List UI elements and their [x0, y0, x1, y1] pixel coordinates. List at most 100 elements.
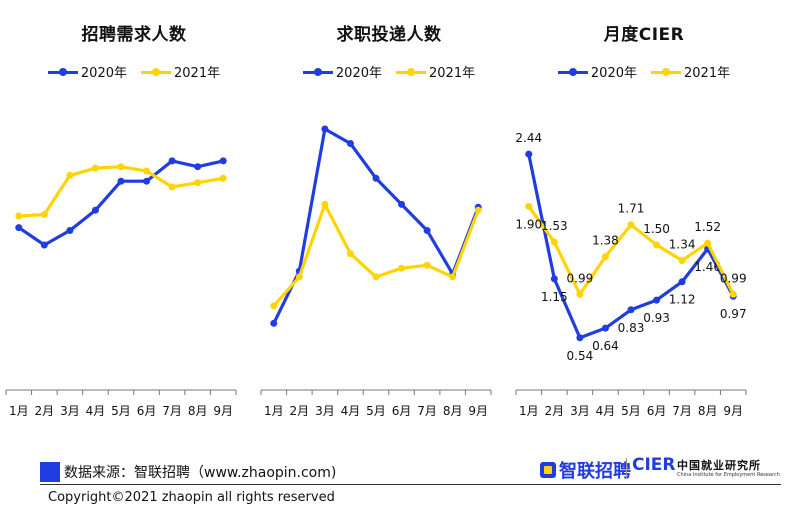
legend-swatch-2021 — [651, 66, 681, 78]
data-point-2020 — [627, 306, 635, 314]
x-tick-label: 9月 — [723, 404, 743, 418]
x-tick-label: 3月 — [315, 404, 335, 418]
x-tick-label: 3月 — [570, 404, 590, 418]
zhaopin-mark-icon — [540, 462, 556, 478]
chart-panel-job-applications: 求职投递人数 2020年 2021年 1月 2月 3月 4月 5月 6月 7月 8月 9月 — [255, 0, 523, 450]
data-point-2021 — [321, 200, 329, 208]
data-label-2020: 0.54 — [567, 349, 594, 363]
chart-legend: 2020年 2021年 — [510, 62, 778, 81]
data-point-2020 — [678, 278, 686, 286]
data-label-2021: 1.90 — [515, 217, 542, 231]
data-point-2021 — [143, 167, 151, 175]
legend-label-2020: 2020年 — [590, 66, 637, 81]
x-tick-label: 8月 — [443, 404, 463, 418]
x-tick-label: 6月 — [392, 404, 412, 418]
chart-panel-monthly-cier: 月度CIER 2020年 2021年 1月 2月 3月 4月 5月 6月 7月 8月 9月 2.4… — [510, 0, 778, 450]
data-point-2020 — [321, 125, 329, 133]
series-line-2020 — [272, 127, 480, 325]
data-point-2020 — [117, 177, 125, 185]
x-tick-label: 4月 — [596, 404, 616, 418]
data-label-2020: 0.97 — [720, 307, 747, 321]
data-point-2020 — [550, 275, 558, 283]
legend-swatch-2021 — [396, 66, 426, 78]
data-label-2020: 2.44 — [515, 131, 542, 145]
chart-panel-recruitment-demand: 招聘需求人数 2020年 2021年 1月 2月 3月 4月 5月 6月 7月 8月 9月 — [0, 0, 268, 450]
data-point-2021 — [525, 202, 533, 210]
line-chart-job-applications: 1月 2月 3月 4月 5月 6月 7月 8月 9月 — [260, 125, 492, 418]
data-point-2020 — [40, 241, 48, 249]
data-label-2021: 0.99 — [567, 271, 594, 285]
data-point-2020 — [398, 200, 406, 208]
data-source: 数据来源：智联招聘（www.zhaopin.com) — [40, 462, 336, 482]
x-tick-label: 8月 — [698, 404, 718, 418]
source-marker-icon — [40, 462, 60, 482]
x-tick-label: 5月 — [621, 404, 641, 418]
x-tick-label: 1月 — [264, 404, 284, 418]
data-label-2020: 0.93 — [643, 311, 670, 325]
data-label-2020: 1.15 — [541, 290, 568, 304]
legend-swatch-2021 — [141, 66, 171, 78]
data-point-2020 — [168, 157, 176, 165]
legend-label-2020: 2020年 — [80, 66, 127, 81]
line-chart-monthly-cier: 1月 2月 3月 4月 5月 6月 7月 8月 9月2.441.150.540.640.830.… — [515, 131, 747, 418]
legend-item-2021: 2021年 — [141, 62, 220, 81]
data-point-2021 — [704, 239, 712, 247]
chart-title: 招聘需求人数 — [81, 25, 187, 45]
data-point-2020 — [270, 319, 278, 327]
data-point-2020 — [525, 150, 533, 158]
chart-title: 月度CIER — [603, 25, 685, 45]
data-label-2020: 1.12 — [669, 293, 696, 307]
x-tick-label: 7月 — [417, 404, 437, 418]
legend-item-2021: 2021年 — [651, 62, 730, 81]
data-point-2021 — [627, 221, 635, 229]
data-label-2021: 1.53 — [541, 219, 568, 233]
legend-label-2021: 2021年 — [174, 66, 221, 81]
x-tick-label: 2月 — [35, 404, 55, 418]
data-point-2021 — [678, 256, 686, 264]
data-point-2020 — [576, 334, 584, 342]
data-label-2020: 0.64 — [592, 339, 619, 353]
data-point-2021 — [66, 171, 74, 179]
data-point-2020 — [194, 163, 202, 171]
data-point-2021 — [295, 273, 303, 281]
cier-logo: CIER — [632, 455, 676, 475]
x-tick-label: 1月 — [519, 404, 539, 418]
x-tick-label: 3月 — [60, 404, 80, 418]
footer-divider — [40, 484, 781, 485]
data-point-2020 — [346, 140, 354, 147]
data-point-2021 — [398, 264, 406, 272]
data-point-2021 — [168, 183, 176, 191]
data-point-2021 — [449, 273, 457, 281]
data-point-2020 — [143, 177, 151, 185]
legend-label-2021: 2021年 — [429, 66, 476, 81]
chart-legend: 2020年 2021年 — [255, 62, 523, 81]
data-label-2021: 1.50 — [643, 222, 670, 236]
legend-label-2020: 2020年 — [335, 66, 382, 81]
chart-title: 求职投递人数 — [336, 25, 442, 45]
x-tick-label: 9月 — [468, 404, 488, 418]
x-tick-label: 7月 — [672, 404, 692, 418]
data-label-2021: 1.71 — [618, 202, 645, 216]
copyright-text: Copyright©2021 zhaopin all rights reserv… — [48, 490, 335, 505]
x-tick-label: 4月 — [341, 404, 361, 418]
logo-divider — [626, 458, 627, 478]
data-point-2021 — [474, 206, 482, 214]
data-point-2021 — [194, 179, 202, 187]
data-point-2021 — [729, 290, 737, 298]
cier-logo-zh: 中国就业研究所 — [677, 459, 761, 472]
x-tick-label: 2月 — [545, 404, 565, 418]
data-label-2021: 0.99 — [720, 271, 747, 285]
data-point-2021 — [601, 253, 609, 261]
series-line-2021 — [18, 165, 224, 218]
x-tick-label: 6月 — [647, 404, 667, 418]
x-tick-label: 2月 — [290, 404, 310, 418]
data-point-2021 — [423, 261, 431, 269]
x-tick-label: 9月 — [213, 404, 233, 418]
zhaopin-logo-text: 智联招聘 — [559, 461, 631, 482]
line-chart-recruitment-demand: 1月 2月 3月 4月 5月 6月 7月 8月 9月 — [5, 157, 237, 418]
x-tick-label: 6月 — [137, 404, 157, 418]
x-tick-label: 7月 — [162, 404, 182, 418]
legend-label-2021: 2021年 — [684, 66, 731, 81]
data-label-2021: 1.34 — [669, 237, 696, 251]
legend-swatch-2020 — [302, 66, 333, 78]
